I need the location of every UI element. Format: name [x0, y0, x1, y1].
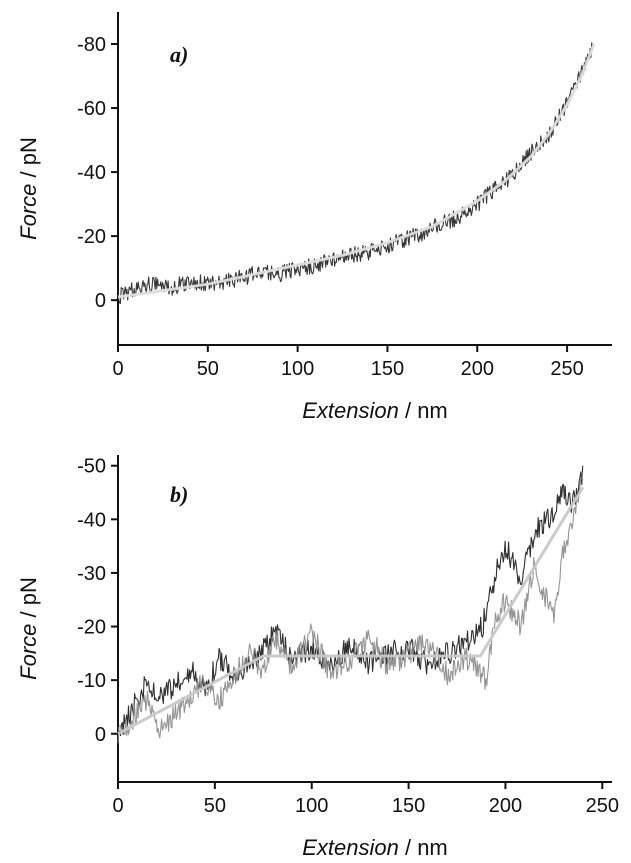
y-tick-label: -20	[77, 617, 106, 639]
x-tick-label: 0	[112, 795, 123, 817]
x-tick-label: 150	[392, 795, 425, 817]
y-tick-label: -40	[77, 162, 106, 184]
fit-line	[117, 486, 585, 736]
x-tick-label: 100	[295, 795, 328, 817]
x-axis-label-unit: / nm	[399, 835, 448, 860]
x-tick-label: 0	[112, 358, 123, 380]
y-tick-label: 0	[95, 724, 106, 746]
data-trace	[117, 465, 584, 744]
y-axis-label-italic: Force	[16, 624, 41, 680]
x-axis-label-italic: Extension	[302, 835, 399, 860]
y-axis-label-unit: / pN	[16, 577, 41, 623]
x-axis-label-unit: / nm	[399, 398, 448, 423]
panel-label: b)	[170, 482, 188, 507]
x-axis-label-italic: Extension	[302, 398, 399, 423]
y-tick-label: -20	[77, 226, 106, 248]
y-axis-label: Force / pN	[16, 577, 41, 680]
y-axis-label-italic: Force	[16, 184, 41, 240]
chart-panel-b: 0 50 100 150 200 250 0 -10 -20 -30 -40 -50 Extension…	[16, 455, 619, 860]
x-tick-label: 200	[489, 795, 522, 817]
y-axis-label-unit: / pN	[16, 137, 41, 183]
y-tick-label: -10	[77, 670, 106, 692]
x-tick-label: 150	[371, 358, 404, 380]
y-tick-label: 0	[95, 290, 106, 312]
y-tick-label: -50	[77, 456, 106, 478]
x-tick-label: 50	[197, 358, 219, 380]
data-trace	[117, 42, 594, 305]
chart-panel-a: 0 50 100 150 200 250 0 -20 -40 -60 -80 Extension / …	[16, 12, 612, 423]
x-tick-label: 50	[204, 795, 226, 817]
x-axis-label: Extension / nm	[302, 835, 448, 860]
x-tick-label: 100	[281, 358, 314, 380]
y-tick-label: -40	[77, 509, 106, 531]
x-axis-label: Extension / nm	[302, 398, 448, 423]
y-tick-label: -80	[77, 34, 106, 56]
data-trace	[117, 472, 584, 744]
y-tick-label: -30	[77, 563, 106, 585]
fit-line	[117, 43, 596, 299]
y-axis-label: Force / pN	[16, 137, 41, 240]
panel-label: a)	[170, 42, 188, 67]
x-tick-label: 250	[586, 795, 619, 817]
x-tick-label: 200	[461, 358, 494, 380]
x-tick-label: 250	[550, 358, 583, 380]
y-tick-label: -60	[77, 98, 106, 120]
